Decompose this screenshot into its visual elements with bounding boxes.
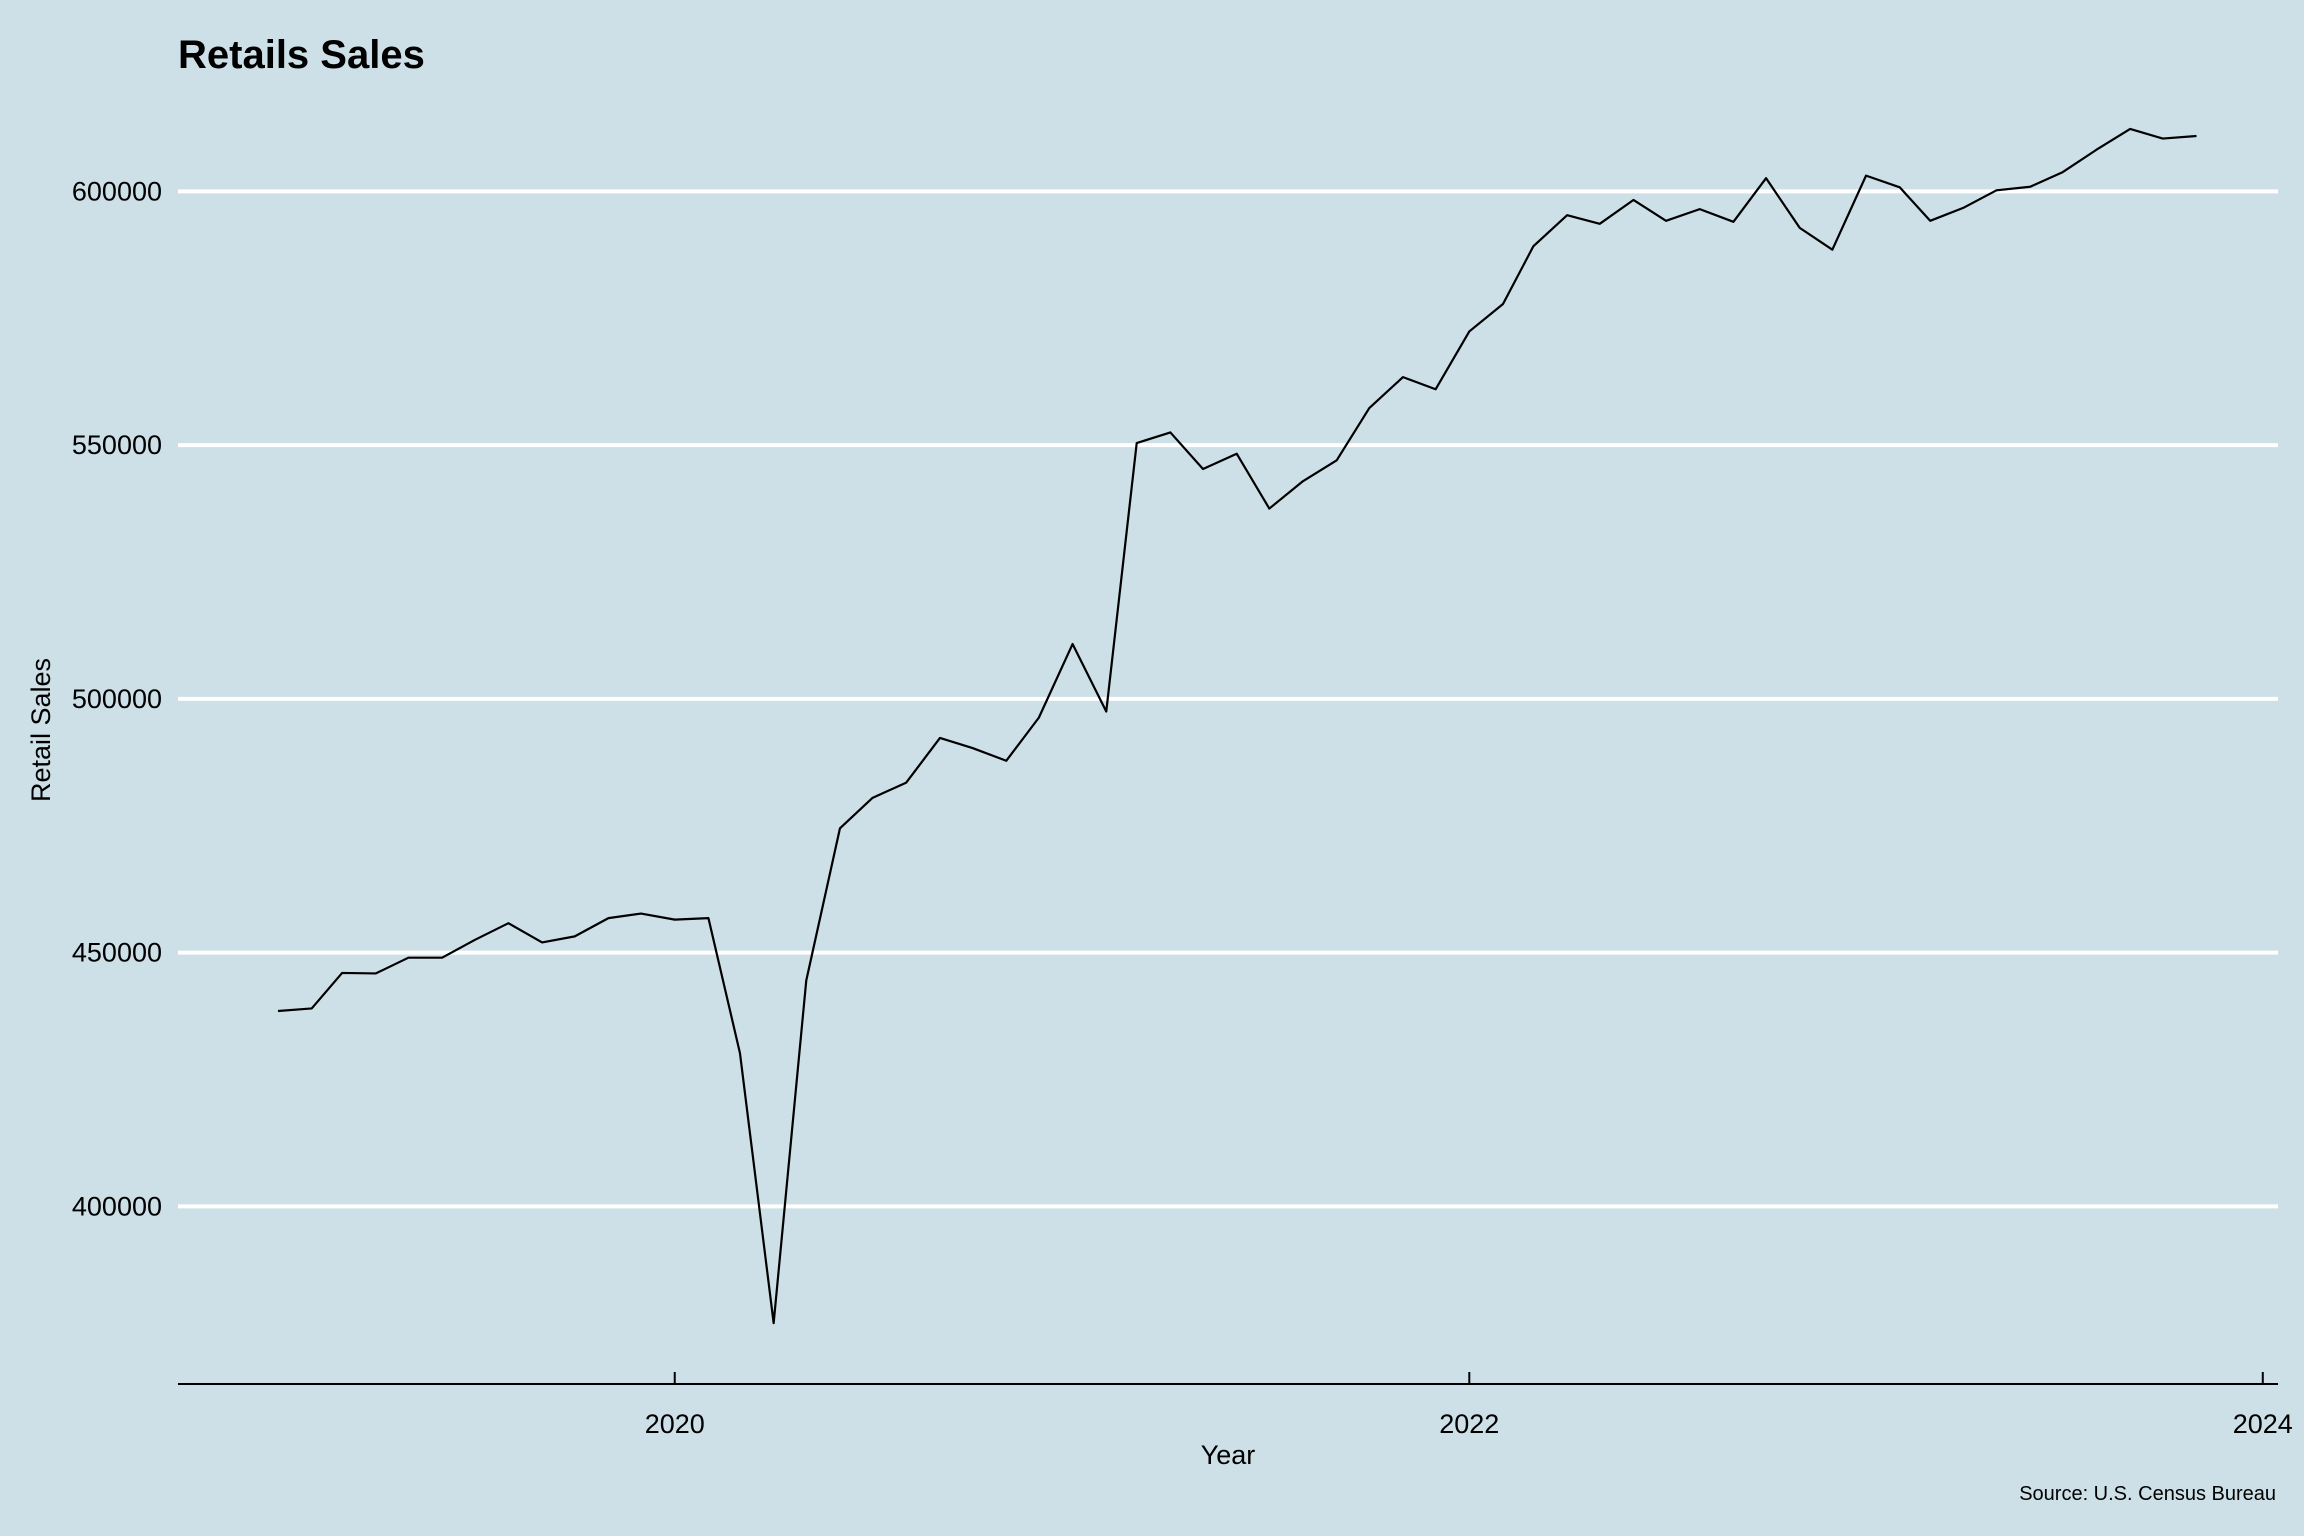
- y-tick-label: 500000: [72, 684, 162, 714]
- y-tick-label: 450000: [72, 938, 162, 968]
- y-tick-label: 550000: [72, 430, 162, 460]
- y-axis-label: Retail Sales: [26, 658, 56, 802]
- retail-sales-line: [277, 127, 2197, 1325]
- x-tick-label: 2020: [645, 1409, 705, 1439]
- gridlines: [178, 189, 2278, 1209]
- source-caption: Source: U.S. Census Bureau: [2019, 1483, 2276, 1505]
- x-axis-label: Year: [1201, 1440, 1256, 1470]
- y-tick-label: 400000: [72, 1191, 162, 1221]
- x-tick-label: 2024: [2233, 1409, 2293, 1439]
- chart-title: Retails Sales: [178, 33, 425, 77]
- y-tick-label: 600000: [72, 176, 162, 206]
- x-axis-ticks: 2020 2022 2024: [645, 1372, 2293, 1439]
- x-tick-label: 2022: [1439, 1409, 1499, 1439]
- y-axis-ticks: 400000 450000 500000 550000 600000: [72, 176, 162, 1221]
